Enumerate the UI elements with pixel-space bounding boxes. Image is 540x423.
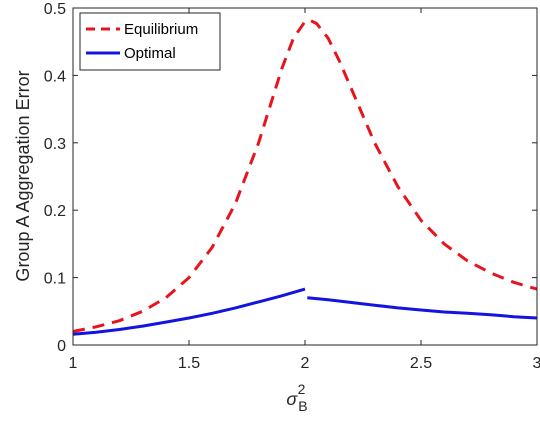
x-tick-label: 1.5 xyxy=(178,355,200,372)
x-axis-label: σB2 xyxy=(286,381,307,414)
x-tick-label: 2.5 xyxy=(410,355,432,372)
y-tick-label: 0.4 xyxy=(44,68,66,85)
series-layer xyxy=(72,18,538,336)
y-tick-label: 0.3 xyxy=(44,136,66,153)
y-axis-label: Group A Aggregation Error xyxy=(13,70,33,281)
y-tick-label: 0 xyxy=(57,338,66,355)
x-tick-label: 3 xyxy=(533,355,540,372)
y-tick-label: 0.1 xyxy=(44,271,66,288)
legend: Equilibrium Optimal xyxy=(79,12,221,71)
x-axis-label-symbol: σ xyxy=(286,389,298,409)
y-tick-label: 0.5 xyxy=(44,1,66,18)
series-optimal-line-2 xyxy=(307,296,538,320)
x-axis-label-subscript: B xyxy=(298,398,307,414)
legend-box xyxy=(79,12,221,71)
series-optimal-line-1 xyxy=(72,287,306,336)
x-axis-label-superscript: 2 xyxy=(298,381,306,397)
axes-box xyxy=(72,7,538,346)
legend-equilibrium-label: Equilibrium xyxy=(124,21,198,38)
x-tick-label: 2 xyxy=(301,355,310,372)
x-tick-label: 1 xyxy=(69,355,78,372)
series-equilibrium-line-1 xyxy=(72,18,538,333)
y-tick-label: 0.2 xyxy=(44,203,66,220)
legend-optimal-label: Optimal xyxy=(124,45,176,62)
